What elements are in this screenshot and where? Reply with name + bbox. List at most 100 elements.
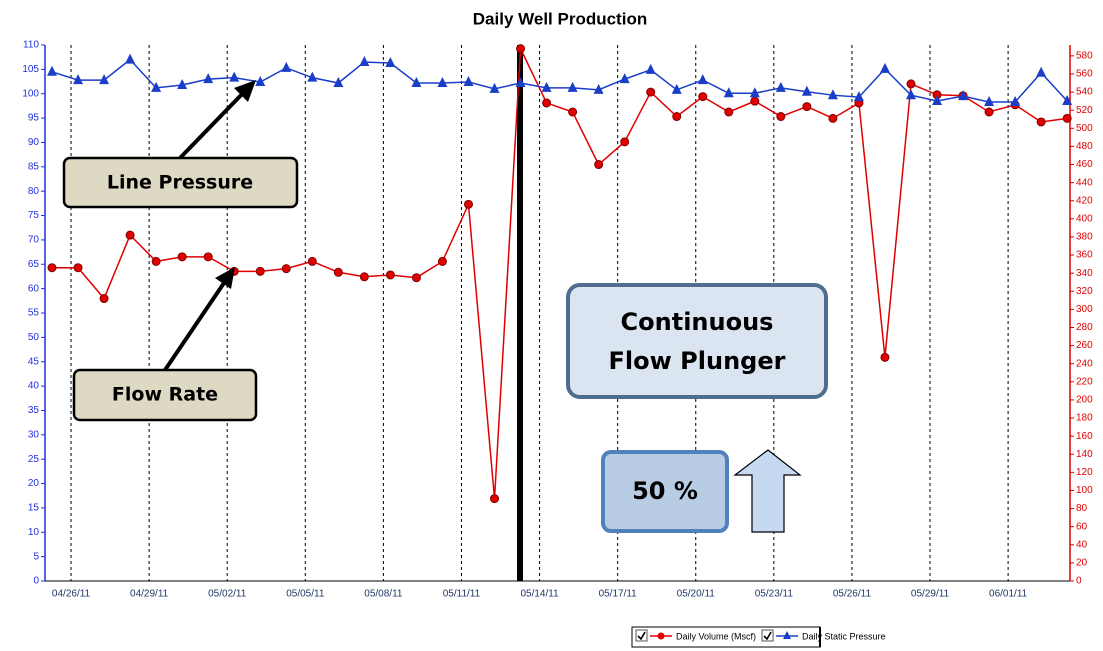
point [490, 494, 500, 504]
plot-area: 04/26/11 04/29/11 05/02/11 05/05/11 05/08/11… [22, 40, 1093, 600]
y2-tick-label: 80 [1076, 503, 1088, 514]
annotation: 50 % [632, 477, 698, 505]
y-tick-label: 15 [28, 503, 40, 514]
annotation: Flow Rate [112, 384, 218, 406]
label-box [72, 368, 258, 422]
point [307, 256, 317, 266]
arrow [163, 278, 228, 372]
point [255, 76, 266, 87]
point [489, 82, 500, 93]
label-box [601, 450, 729, 533]
point [984, 96, 995, 107]
y-tick-label: 75 [28, 210, 40, 221]
annotation: Continuous [621, 308, 774, 336]
x-tick-label: 05/29/11 [911, 589, 950, 600]
y-tick-label: 40 [28, 381, 40, 392]
point [47, 263, 57, 273]
point [672, 112, 682, 122]
y2-tick-label: 560 [1076, 69, 1093, 80]
y2-tick-label: 260 [1076, 340, 1093, 351]
y2-tick-label: 220 [1076, 376, 1093, 387]
point [385, 270, 395, 280]
point [724, 107, 734, 117]
point [125, 230, 135, 240]
chart-title: Daily Well Production [473, 9, 647, 28]
legend-marker [657, 632, 665, 640]
y2-tick-label: 60 [1076, 521, 1088, 532]
point [671, 83, 682, 94]
point [229, 71, 240, 82]
point [828, 113, 838, 123]
point [932, 95, 943, 106]
point [593, 83, 604, 94]
point [646, 87, 656, 97]
point [385, 57, 396, 68]
point [177, 252, 187, 262]
legend-checkbox [635, 629, 648, 642]
point [73, 263, 83, 273]
point [333, 77, 344, 88]
point [567, 81, 578, 92]
y2-tick-label: 280 [1076, 322, 1093, 333]
y-tick-label: 65 [28, 259, 40, 270]
y-tick-label: 80 [28, 186, 40, 197]
point [958, 90, 969, 101]
legend-checkbox [761, 629, 774, 642]
point [905, 89, 916, 100]
point [723, 87, 734, 98]
point [359, 56, 370, 67]
point [281, 264, 291, 274]
point [255, 266, 265, 276]
point [1010, 96, 1021, 107]
point [411, 77, 422, 88]
y-tick-label: 85 [28, 161, 40, 172]
point [437, 77, 448, 88]
y2-tick-label: 100 [1076, 485, 1093, 496]
point [698, 92, 708, 102]
y2-tick-label: 120 [1076, 467, 1093, 478]
point [73, 74, 84, 85]
point [1036, 117, 1046, 127]
point [619, 73, 630, 84]
point [1062, 113, 1072, 123]
y2-tick-label: 200 [1076, 395, 1093, 406]
point [333, 267, 343, 277]
y-tick-label: 5 [33, 551, 39, 562]
point [515, 77, 526, 88]
y2-tick-label: 460 [1076, 159, 1093, 170]
y-tick-label: 0 [33, 576, 39, 587]
point [177, 78, 188, 89]
y-tick-label: 70 [28, 235, 40, 246]
y-tick-label: 20 [28, 478, 40, 489]
y-tick-label: 100 [22, 88, 39, 99]
legend-label: Daily Volume (Mscf) [676, 631, 756, 641]
annotations: Line Pressure Flow Rate Continuous Flow … [62, 80, 828, 533]
point [437, 256, 447, 266]
series-line [52, 48, 1068, 499]
point [879, 62, 890, 73]
point [542, 98, 552, 108]
label-box [566, 283, 828, 399]
point [203, 252, 213, 262]
y-tick-label: 90 [28, 137, 40, 148]
point [984, 107, 994, 117]
series-line [51, 58, 1068, 103]
point [906, 79, 916, 89]
y2-tick-label: 20 [1076, 558, 1088, 569]
arrow-head [234, 80, 256, 102]
up-arrow [733, 449, 802, 533]
x-tick-label: 04/29/11 [130, 589, 169, 600]
legend: Daily Volume (Mscf) Daily Static Pressure [631, 626, 886, 648]
point [1036, 66, 1047, 77]
point [620, 137, 630, 147]
x-tick-label: 05/20/11 [677, 589, 716, 600]
y2-tick-label: 320 [1076, 286, 1093, 297]
y2-tick-label: 420 [1076, 195, 1093, 206]
y2-tick-label: 380 [1076, 232, 1093, 243]
point [541, 81, 552, 92]
y2-tick-label: 520 [1076, 105, 1093, 116]
point [151, 256, 161, 266]
arrow-head [215, 267, 235, 289]
y-tick-label: 35 [28, 405, 40, 416]
